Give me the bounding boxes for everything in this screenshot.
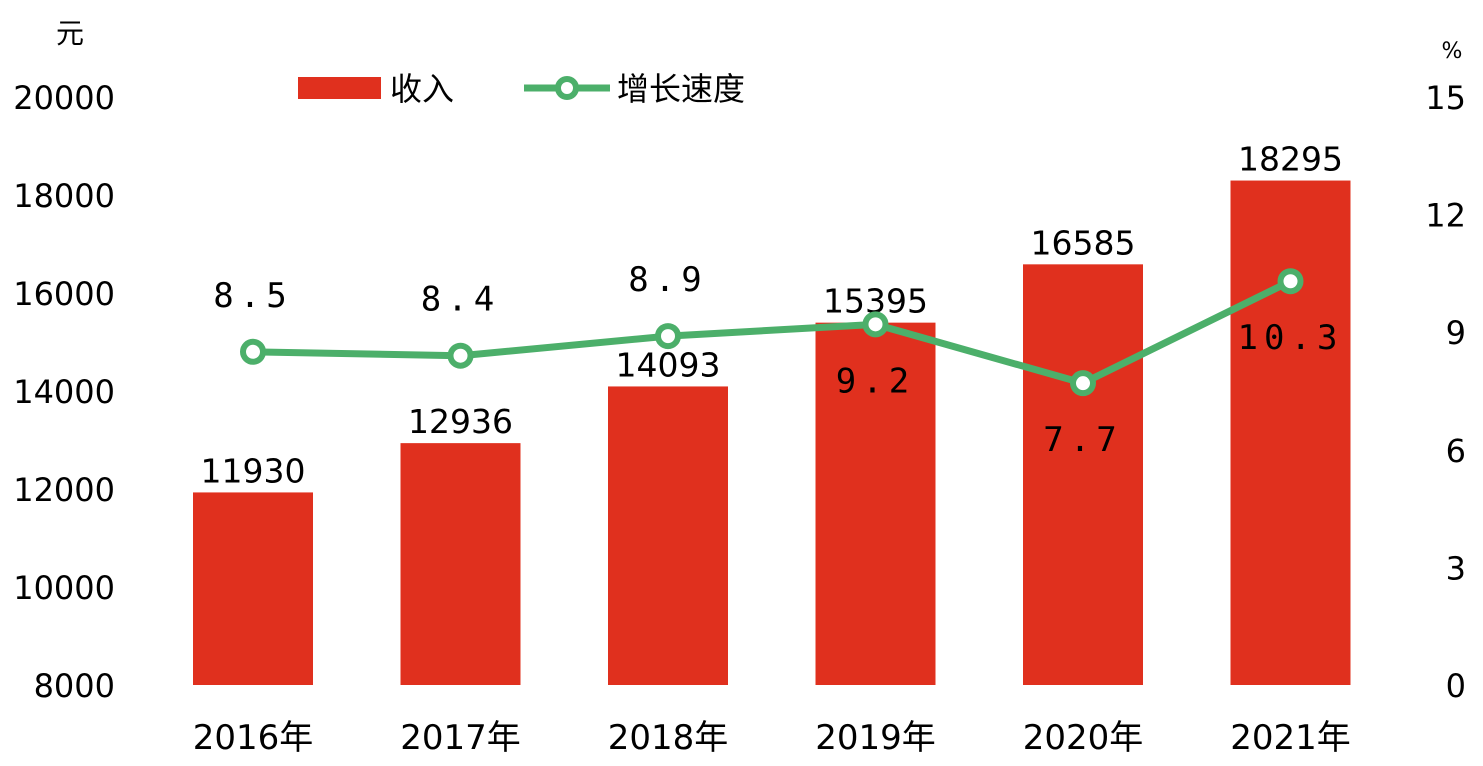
legend: 收入 增长速度	[298, 70, 745, 108]
bar-2018年	[608, 386, 728, 685]
right-axis-tick-label: 3	[1446, 549, 1466, 587]
growth-point-2018年	[655, 323, 681, 350]
left-axis-unit: 元	[56, 17, 84, 50]
growth-point-2019年	[862, 311, 889, 338]
bar-2019年	[815, 322, 936, 685]
legend-label-growth: 增长速度	[617, 70, 745, 108]
x-axis-tick-label: 2020年	[1023, 718, 1144, 758]
right-axis-tick-label: 15	[1425, 79, 1466, 117]
bar-value-label: 18295	[1238, 140, 1343, 179]
growth-point-2020年	[1070, 370, 1096, 397]
bar-2016年	[193, 492, 313, 685]
x-axis-tick-label: 2017年	[400, 718, 521, 758]
left-axis-tick-label: 20000	[13, 79, 115, 117]
right-axis-tick-label: 0	[1446, 667, 1466, 705]
growth-value-label: 8.9	[628, 260, 707, 300]
bar-value-label: 16585	[1031, 223, 1136, 262]
growth-value-label: 9.2	[836, 361, 915, 401]
growth-line	[252, 278, 1293, 387]
left-axis-tick-label: 16000	[13, 275, 115, 313]
growth-value-label: 8.4	[421, 280, 500, 320]
growth-value-label: 10.3	[1238, 318, 1344, 358]
bar-value-label: 12936	[408, 402, 513, 441]
right-axis-unit: %	[1442, 39, 1463, 64]
line-series-group: 8.5 8.4 8.9 9.2 7.7 10.3	[213, 260, 1344, 460]
growth-point-2016年	[240, 338, 266, 365]
x-axis-tick-label: 2016年	[193, 718, 314, 758]
bar-value-label: 14093	[616, 345, 721, 384]
axes-group: 8000 10000 12000 14000 16000 18000 20000 元 0 3 6 9 1…	[13, 17, 1466, 758]
bar-value-label: 11930	[201, 451, 306, 490]
right-axis-tick-label: 9	[1446, 314, 1466, 352]
legend-swatch-bar	[298, 77, 381, 99]
legend-swatch-marker	[555, 76, 579, 100]
right-axis-tick-label: 6	[1446, 432, 1466, 470]
left-axis-tick-label: 8000	[34, 667, 115, 705]
bar-2017年	[400, 443, 521, 685]
growth-point-2021年	[1277, 268, 1304, 295]
bar-2020年	[1023, 264, 1143, 685]
right-axis-tick-label: 12	[1425, 197, 1466, 235]
growth-value-label: 8.5	[213, 276, 292, 316]
left-axis-tick-label: 12000	[13, 471, 115, 509]
left-axis-tick-label: 18000	[13, 177, 115, 215]
legend-label-income: 收入	[390, 70, 454, 108]
growth-point-2017年	[447, 342, 474, 369]
growth-value-label: 7.7	[1043, 420, 1122, 460]
x-axis-tick-label: 2019年	[815, 718, 936, 758]
x-axis-tick-label: 2018年	[608, 718, 729, 758]
left-axis-tick-label: 10000	[13, 569, 115, 607]
x-axis-tick-label: 2021年	[1230, 718, 1351, 758]
bar-2021年	[1230, 180, 1351, 686]
left-axis-tick-label: 14000	[13, 373, 115, 411]
